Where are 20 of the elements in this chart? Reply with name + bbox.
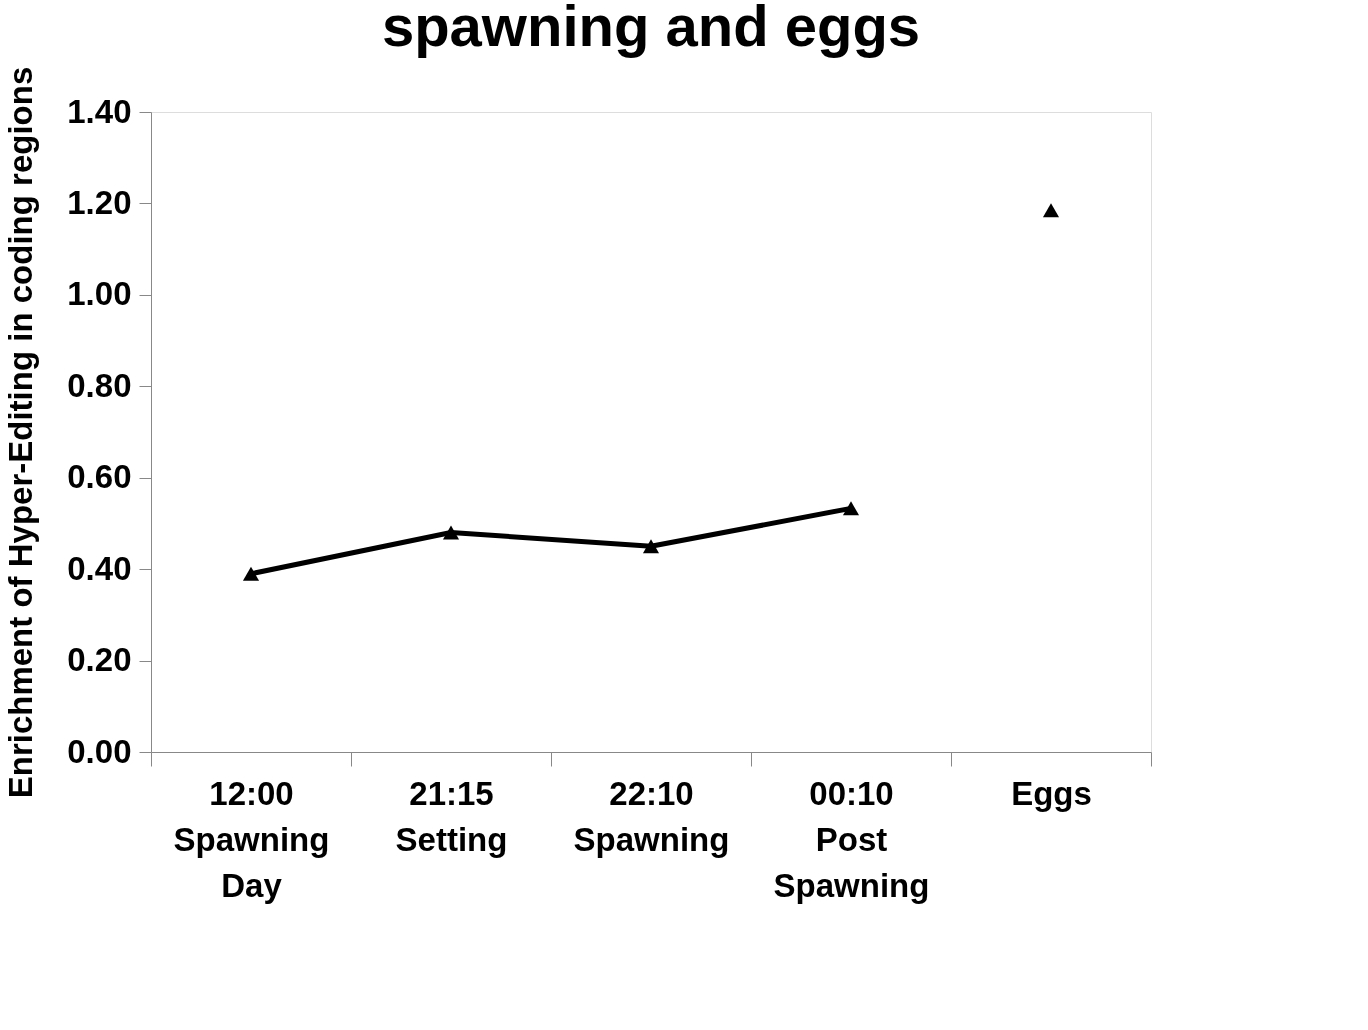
x-tick-label: 12:00 Spawning Day (173, 774, 330, 904)
y-tick-label: 0.00 (67, 732, 132, 770)
point (442, 525, 460, 540)
y-tick-label: 1.00 (67, 275, 132, 313)
x-tick-label: 22:10 Spawning (573, 774, 730, 858)
y-tick-label: 0.40 (67, 549, 132, 587)
x-tick-label: 21:15 Setting (395, 774, 508, 858)
y-axis-title: Enrichment of Hyper-Editing in coding regions (2, 66, 40, 799)
y-tick-label: 1.40 (67, 92, 132, 130)
y-tick-label: 0.80 (67, 366, 132, 404)
y-tick-label: 0.20 (67, 641, 132, 679)
x-tick-label: Eggs (1011, 774, 1092, 812)
point (1042, 203, 1060, 218)
point (642, 539, 660, 554)
chart-title: spawning and eggs (381, 0, 921, 59)
x-tick-label: 00:10 Post Spawning (773, 774, 930, 904)
y-tick-label: 1.20 (67, 183, 132, 221)
point (242, 566, 260, 581)
point (842, 501, 860, 516)
y-tick-label: 0.60 (67, 458, 132, 496)
